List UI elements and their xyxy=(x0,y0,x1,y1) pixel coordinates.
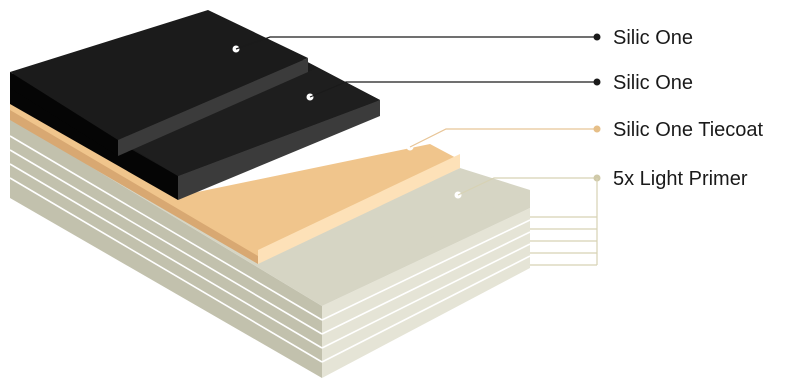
bracket-ticks xyxy=(530,216,597,266)
leader-line xyxy=(309,81,596,98)
leader-line xyxy=(235,36,596,50)
black-upper-left-face xyxy=(10,72,118,156)
label-silic-one-top: Silic One xyxy=(613,27,693,49)
leader-line xyxy=(457,177,596,196)
primer-left-face xyxy=(10,118,322,378)
black-lower-front-face xyxy=(178,100,380,200)
black-upper-layer xyxy=(10,10,308,156)
callout-primer: 5x Light Primer xyxy=(454,168,748,266)
black-upper-top xyxy=(10,10,308,140)
callout-dot-end xyxy=(593,78,601,86)
primer-stack xyxy=(9,112,531,378)
tiecoat-front-face xyxy=(258,154,460,264)
callout-dot-end xyxy=(593,125,601,133)
callout-silic-one-lower: Silic One xyxy=(306,72,693,101)
primer-left-lines xyxy=(9,135,323,363)
tiecoat-layer xyxy=(10,98,460,264)
black-upper-front-face xyxy=(118,58,308,156)
tiecoat-top xyxy=(10,98,460,256)
label-tiecoat: Silic One Tiecoat xyxy=(613,119,764,141)
callout-silic-one-top: Silic One xyxy=(232,27,693,53)
callout-tiecoat: Silic One Tiecoat xyxy=(406,119,764,151)
primer-front-lines xyxy=(321,219,531,363)
primer-top-exposed xyxy=(258,168,530,290)
leader-line xyxy=(409,128,596,148)
label-primer: 5x Light Primer xyxy=(613,168,748,190)
label-silic-one-lower: Silic One xyxy=(613,72,693,94)
primer-top xyxy=(10,112,530,306)
callout-dot-end xyxy=(593,33,601,41)
